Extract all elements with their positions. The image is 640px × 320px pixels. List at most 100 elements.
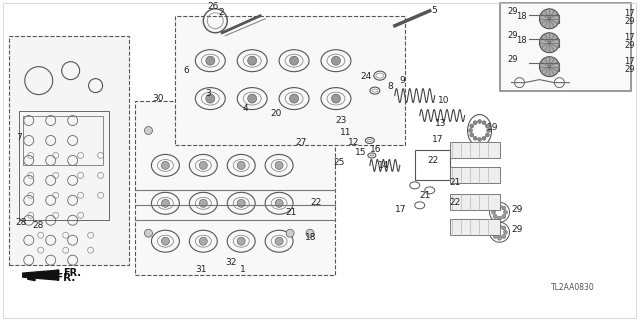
Text: 29: 29 [511, 205, 523, 214]
Text: TL2AA0830: TL2AA0830 [550, 283, 595, 292]
Circle shape [497, 224, 502, 228]
Circle shape [286, 126, 294, 134]
Circle shape [502, 214, 506, 219]
Circle shape [473, 121, 477, 125]
Text: 16: 16 [370, 146, 381, 155]
Circle shape [332, 56, 340, 65]
Circle shape [482, 136, 486, 140]
Text: 11: 11 [340, 129, 351, 138]
Circle shape [306, 126, 314, 134]
Circle shape [145, 229, 152, 237]
Circle shape [502, 226, 506, 230]
Circle shape [237, 161, 245, 169]
Circle shape [497, 236, 502, 240]
Text: 21: 21 [285, 208, 296, 217]
Circle shape [199, 237, 207, 245]
Text: 29: 29 [508, 55, 518, 64]
Text: 18: 18 [516, 36, 527, 45]
Polygon shape [23, 270, 59, 280]
Text: 22: 22 [450, 198, 461, 207]
Bar [23, 116, 102, 165]
Circle shape [485, 124, 490, 128]
Circle shape [248, 56, 257, 65]
Bar [450, 219, 500, 235]
Text: 29: 29 [624, 65, 635, 74]
Circle shape [306, 229, 314, 237]
Circle shape [145, 126, 152, 134]
Text: 18: 18 [305, 233, 317, 242]
Circle shape [497, 216, 502, 220]
Text: 29: 29 [508, 7, 518, 16]
Text: 27: 27 [295, 139, 307, 148]
Text: 2: 2 [218, 8, 224, 17]
Bar [415, 150, 450, 180]
Circle shape [332, 94, 340, 103]
Circle shape [492, 210, 495, 214]
Circle shape [486, 129, 490, 132]
Circle shape [477, 138, 481, 141]
Text: 17: 17 [432, 135, 444, 144]
Text: 29: 29 [508, 31, 518, 40]
Text: 32: 32 [225, 258, 237, 267]
Circle shape [468, 129, 472, 132]
Circle shape [502, 235, 506, 238]
Circle shape [493, 206, 497, 210]
Circle shape [493, 226, 497, 230]
Text: 4: 4 [242, 104, 248, 113]
Circle shape [504, 210, 508, 214]
Text: 8: 8 [388, 82, 394, 91]
Text: 22: 22 [428, 156, 439, 165]
Text: 29: 29 [624, 17, 635, 26]
Text: 30: 30 [152, 93, 164, 103]
Circle shape [502, 206, 506, 210]
Circle shape [473, 136, 477, 140]
Text: 10: 10 [438, 96, 449, 105]
Circle shape [206, 94, 215, 103]
Text: 19: 19 [486, 124, 498, 132]
FancyBboxPatch shape [175, 16, 404, 146]
Circle shape [493, 235, 497, 238]
Circle shape [206, 56, 215, 65]
Circle shape [237, 199, 245, 207]
Circle shape [199, 161, 207, 169]
Text: 25: 25 [333, 158, 344, 167]
Circle shape [248, 94, 257, 103]
Text: 29: 29 [511, 225, 523, 234]
Text: 20: 20 [270, 108, 282, 117]
Text: 21: 21 [450, 178, 461, 187]
Text: 6: 6 [183, 66, 189, 75]
Text: 26: 26 [207, 2, 219, 11]
Circle shape [477, 120, 481, 124]
Text: 22: 22 [310, 198, 321, 207]
Circle shape [470, 133, 474, 137]
Text: 12: 12 [348, 139, 359, 148]
Circle shape [492, 230, 495, 234]
Text: 17: 17 [624, 33, 635, 42]
Text: FR.: FR. [56, 273, 75, 283]
Circle shape [470, 124, 474, 128]
Text: 7: 7 [16, 133, 22, 142]
Text: 17: 17 [395, 205, 406, 214]
Circle shape [275, 237, 283, 245]
Circle shape [497, 204, 502, 208]
Bar [450, 167, 500, 183]
Bar [19, 110, 109, 220]
Text: 31: 31 [195, 265, 207, 274]
Circle shape [275, 161, 283, 169]
Circle shape [199, 199, 207, 207]
Circle shape [237, 237, 245, 245]
Circle shape [275, 199, 283, 207]
Text: 29: 29 [624, 41, 635, 50]
Text: 23: 23 [335, 116, 346, 124]
Text: 1: 1 [240, 265, 246, 274]
Text: 5: 5 [432, 6, 438, 15]
Text: 13: 13 [435, 118, 446, 127]
Circle shape [540, 33, 559, 53]
Text: 24: 24 [360, 72, 371, 81]
Text: 17: 17 [624, 9, 635, 18]
Text: 18: 18 [516, 12, 527, 21]
Circle shape [289, 56, 298, 65]
Text: FR.: FR. [63, 268, 81, 278]
Text: 3: 3 [205, 89, 211, 98]
Circle shape [504, 230, 508, 234]
